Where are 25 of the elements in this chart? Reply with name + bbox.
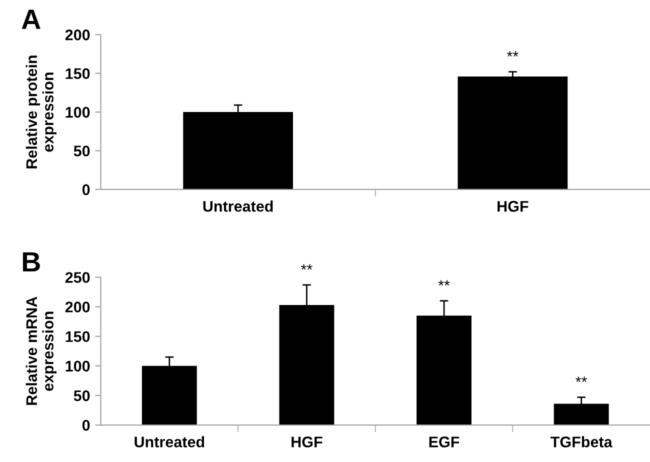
x-tick-label: TGFbeta — [550, 436, 612, 448]
y-axis-title: Relative protein expression — [26, 56, 57, 168]
y-tick-label: 250 — [65, 272, 90, 283]
y-tick-label: 0 — [82, 184, 90, 196]
x-tick-label: HGF — [292, 436, 322, 448]
chart-title: A — [22, 10, 40, 29]
x-tick-label: Untreated — [203, 200, 273, 212]
y-tick-label: 100 — [66, 360, 90, 372]
x-tick-label: HGF — [498, 200, 528, 212]
y-tick-label: 200 — [65, 302, 90, 312]
annotation: ** — [301, 264, 312, 270]
y-tick-label: 0 — [82, 420, 90, 431]
y-tick-label: 150 — [66, 68, 90, 80]
chart-title: B — [22, 252, 40, 272]
y-tick-label: 200 — [65, 30, 90, 40]
annotation: ** — [438, 280, 450, 286]
annotation: ** — [506, 51, 518, 57]
annotation: ** — [576, 376, 588, 382]
y-tick-label: 150 — [66, 331, 90, 342]
x-tick-label: Untreated — [134, 436, 204, 448]
y-axis-title: Relative mRNA expression — [26, 296, 57, 405]
x-tick-label: EGF — [429, 436, 460, 448]
y-tick-label: 50 — [74, 390, 90, 402]
y-tick-label: 50 — [74, 146, 90, 156]
y-tick-label: 100 — [66, 106, 90, 118]
